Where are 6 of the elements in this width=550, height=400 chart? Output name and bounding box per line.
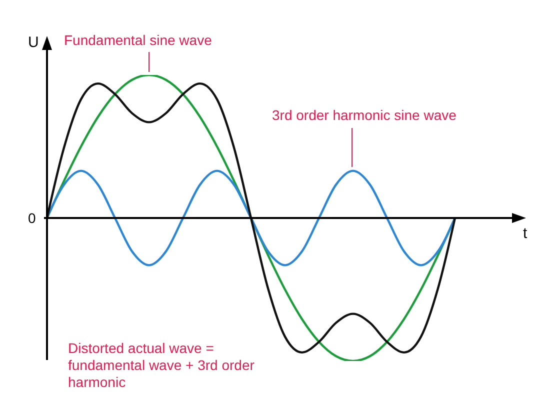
annotation: Distorted actual wave = fundamental wave + 3rd order harmonic [68,340,256,391]
y-axis-title: U [28,34,39,51]
text: 0 [28,210,36,226]
text: Fundamental sine wave [64,32,212,48]
annotation: 3rd order harmonic sine wave [272,107,457,123]
x-axis-title: t [523,225,528,242]
